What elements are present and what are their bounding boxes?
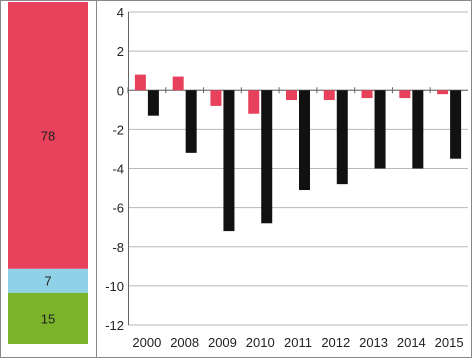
y-tick-label-3: -2	[112, 122, 124, 137]
bar-series0-2009	[210, 90, 222, 106]
y-tick-label-1: 2	[117, 44, 124, 59]
stacked-segment-label-0: 15	[41, 311, 55, 326]
bar-series1-2014	[412, 90, 424, 169]
x-tick-label-2012: 2012	[321, 335, 350, 350]
stacked-segment-label-1: 7	[44, 274, 51, 289]
x-tick-label-2013: 2013	[359, 335, 388, 350]
bar-series0-2010	[248, 90, 260, 114]
stacked-segment-2	[8, 2, 88, 269]
bar-series1-2009	[223, 90, 235, 232]
bar-series0-2011	[286, 90, 297, 101]
stacked-segment-0	[8, 292, 88, 344]
y-tick-label-2: 0	[117, 83, 124, 98]
stacked-segment-label-2: 78	[41, 128, 55, 143]
stacked-bar-chart: 15 7 78	[8, 2, 88, 344]
bar-series0-2013	[361, 90, 373, 99]
bar-series1-2012	[336, 90, 348, 185]
x-tick-label-2010: 2010	[246, 335, 275, 350]
x-tick-label-2014: 2014	[397, 335, 426, 350]
stacked-segment-1	[8, 268, 88, 293]
bar-series0-2008	[172, 76, 184, 91]
bar-series1-2011	[299, 90, 310, 191]
x-tick-label-2009: 2009	[208, 335, 237, 350]
bar-series1-2008	[185, 90, 197, 153]
y-tick-label-8: -12	[105, 318, 124, 333]
column-chart: 4 2 0 -2 -4 -6 -8 -10 -12 2000 2008 2009 2010 2011 201…	[105, 5, 468, 350]
bar-series0-2014	[399, 90, 411, 99]
y-tick-label-4: -4	[112, 162, 124, 177]
bar-series1-2013	[374, 90, 386, 169]
x-tick-label-2011: 2011	[284, 335, 312, 350]
bar-series0-2012	[323, 90, 335, 101]
bar-series0-2015	[437, 90, 449, 95]
bar-series1-2000	[147, 90, 159, 116]
y-tick-label-7: -10	[105, 279, 124, 294]
y-tick-label-0: 4	[117, 5, 124, 20]
x-tick-label-2000: 2000	[132, 335, 161, 350]
x-tick-label-2015: 2015	[435, 335, 464, 350]
y-tick-label-6: -8	[112, 240, 124, 255]
x-tick-label-2008: 2008	[170, 335, 199, 350]
bar-series1-2010	[261, 90, 273, 224]
bar-series0-2000	[134, 74, 146, 91]
y-tick-label-5: -6	[112, 201, 124, 216]
bar-series1-2015	[450, 90, 462, 159]
